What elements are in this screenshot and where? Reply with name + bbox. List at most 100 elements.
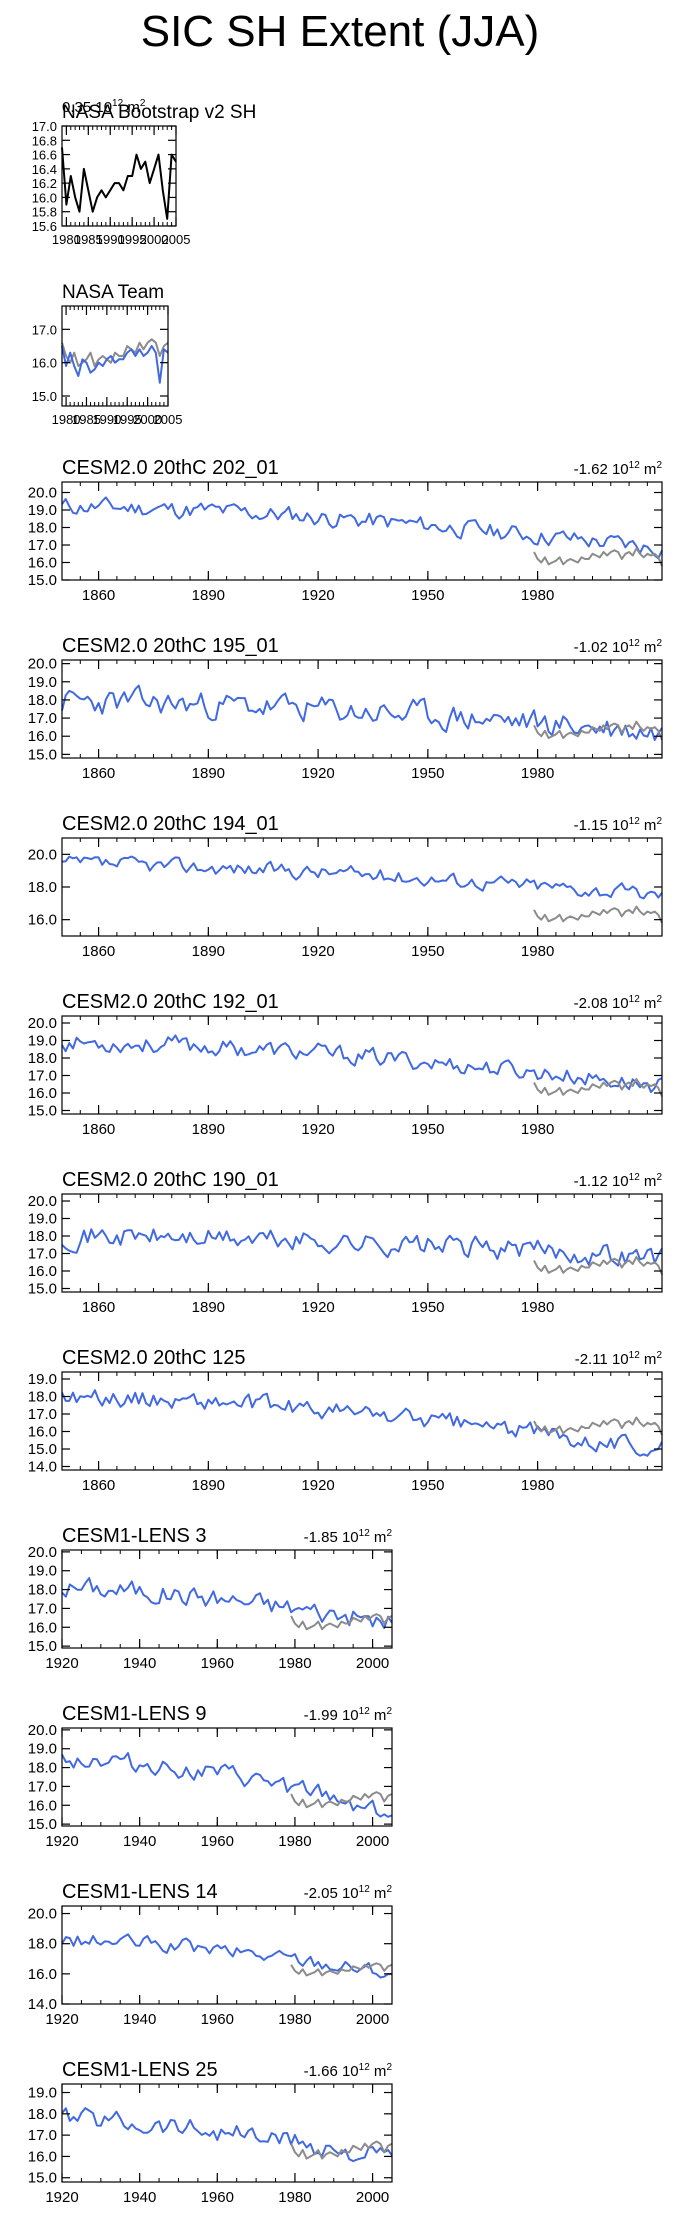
panel-cesm2-192-01: CESM2.0 20thC 192_01 -2.08 1012 m2 1860 189…	[28, 991, 663, 1138]
x-tick-label: 1920	[301, 587, 334, 604]
y-tick-label: 18.0	[28, 1582, 57, 1599]
series-obs	[533, 1416, 663, 1436]
x-tick-label: 1950	[411, 1299, 444, 1316]
x-tick-label: 1940	[123, 1833, 156, 1850]
y-tick-label: 16.0	[28, 1966, 57, 1983]
panel-title: CESM2.0 20thC 195_01	[62, 635, 279, 657]
y-tick-label: 15.0	[28, 1103, 57, 1120]
series-obs	[533, 1256, 663, 1275]
plot-frame	[61, 1015, 663, 1115]
x-tick-label: 1980	[278, 2011, 311, 2028]
y-tick-label: 18.0	[28, 879, 57, 896]
x-tick-label: 2000	[133, 412, 162, 427]
x-tick-label: 1990	[96, 232, 125, 247]
plot-frame	[61, 305, 169, 407]
y-tick-label: 18.0	[28, 692, 57, 709]
y-tick-label: 19.0	[28, 1741, 57, 1758]
x-tick-label: 1860	[82, 587, 115, 604]
plot-frame	[61, 1193, 663, 1293]
x-tick-label: 1890	[192, 1121, 225, 1138]
x-tick-label: 1995	[113, 412, 142, 427]
trend-label: -1.99 1012 m2	[304, 1706, 393, 1724]
x-tick-label: 1860	[82, 1477, 115, 1494]
y-tick-label: 19.0	[28, 1211, 57, 1228]
panel-cesm2-195-01: CESM2.0 20thC 195_01 -1.02 1012 m2 1860 189…	[28, 635, 663, 782]
y-tick-label: 15.0	[28, 1816, 57, 1833]
y-tick-label: 19.0	[28, 1563, 57, 1580]
x-tick-label: 1940	[123, 2011, 156, 2028]
y-tick-label: 16.0	[28, 1085, 57, 1102]
series-obs	[290, 2140, 393, 2160]
y-tick-label: 19.0	[28, 674, 57, 691]
y-tick-label: 16.0	[28, 555, 57, 572]
x-tick-label: 1860	[82, 1299, 115, 1316]
x-tick-label: 1950	[411, 587, 444, 604]
x-tick-label: 1920	[45, 1833, 78, 1850]
x-tick-label: 1960	[201, 2189, 234, 2206]
y-tick-label: 17.0	[28, 1600, 57, 1617]
y-tick-label: 20.0	[28, 846, 57, 863]
x-tick-label: 1890	[192, 1299, 225, 1316]
y-tick-label: 17.0	[28, 710, 57, 727]
series-model	[61, 496, 663, 560]
y-tick-label: 15.0	[28, 1441, 57, 1458]
x-tick-label: 1980	[278, 1833, 311, 1850]
y-tick-label: 20.0	[28, 656, 57, 673]
x-tick-label: 1940	[123, 1655, 156, 1672]
panel-title: CESM1-LENS 25	[62, 2059, 218, 2081]
trend-label: -2.05 1012 m2	[304, 1884, 393, 1902]
x-tick-label: 2000	[356, 1655, 389, 1672]
y-tick-label: 16.0	[28, 1424, 57, 1441]
x-tick-label: 1960	[201, 2011, 234, 2028]
figure-title: SIC SH Extent (JJA)	[141, 7, 540, 56]
x-tick-label: 1980	[521, 943, 554, 960]
y-tick-label: 19.0	[28, 502, 57, 519]
plot-frame	[61, 481, 663, 581]
x-tick-label: 1890	[192, 943, 225, 960]
series-obs	[533, 1078, 663, 1097]
y-tick-label: 18.0	[28, 1228, 57, 1245]
x-tick-label: 2000	[356, 2011, 389, 2028]
plot-frame	[61, 1905, 393, 2005]
y-tick-label: 16.0	[28, 1797, 57, 1814]
y-tick-label: 17.0	[28, 2127, 57, 2144]
x-tick-label: 1920	[301, 765, 334, 782]
plot-frame	[61, 1371, 663, 1471]
panel-title: CESM1-LENS 9	[62, 1703, 207, 1725]
series-model	[61, 345, 169, 384]
y-tick-label: 18.0	[28, 2106, 57, 2123]
trend-label: -1.85 1012 m2	[304, 1528, 393, 1546]
series-obs	[61, 338, 169, 367]
y-tick-label: 14.0	[28, 1996, 57, 2013]
x-tick-label: 1985	[72, 412, 101, 427]
panel-lens-25: CESM1-LENS 25 -1.66 1012 m2 1920 1940 1960 19…	[28, 2059, 393, 2206]
y-tick-label: 16.0	[32, 190, 57, 205]
x-tick-label: 1980	[521, 1121, 554, 1138]
y-tick-label: 16.0	[28, 728, 57, 745]
x-tick-label: 1920	[301, 1299, 334, 1316]
x-tick-label: 1890	[192, 765, 225, 782]
panel-title: CESM2.0 20thC 192_01	[62, 991, 279, 1013]
panel-cesm2-190-01: CESM2.0 20thC 190_01 -1.12 1012 m2 1860 189…	[28, 1169, 663, 1316]
series-model	[61, 855, 663, 900]
series-model	[61, 1034, 663, 1094]
panel-title: CESM2.0 20thC 202_01	[62, 457, 279, 479]
series-obs	[290, 1613, 393, 1631]
x-tick-label: 1920	[45, 2189, 78, 2206]
trend-label: -1.62 1012 m2	[574, 460, 663, 478]
trend-label: -1.66 1012 m2	[304, 2062, 393, 2080]
trend-label: 0.35 1012 m2	[62, 98, 146, 116]
series-model	[61, 1577, 393, 1629]
y-tick-label: 16.8	[32, 133, 57, 148]
y-tick-label: 16.0	[28, 2148, 57, 2165]
x-tick-label: 2000	[356, 2189, 389, 2206]
plot-frame	[61, 2083, 393, 2183]
y-tick-label: 15.0	[28, 1638, 57, 1655]
y-tick-label: 17.0	[28, 1778, 57, 1795]
x-tick-label: 1980	[278, 2189, 311, 2206]
y-tick-label: 20.0	[28, 1906, 57, 1923]
x-tick-label: 1995	[118, 232, 147, 247]
series-model	[61, 1228, 663, 1267]
